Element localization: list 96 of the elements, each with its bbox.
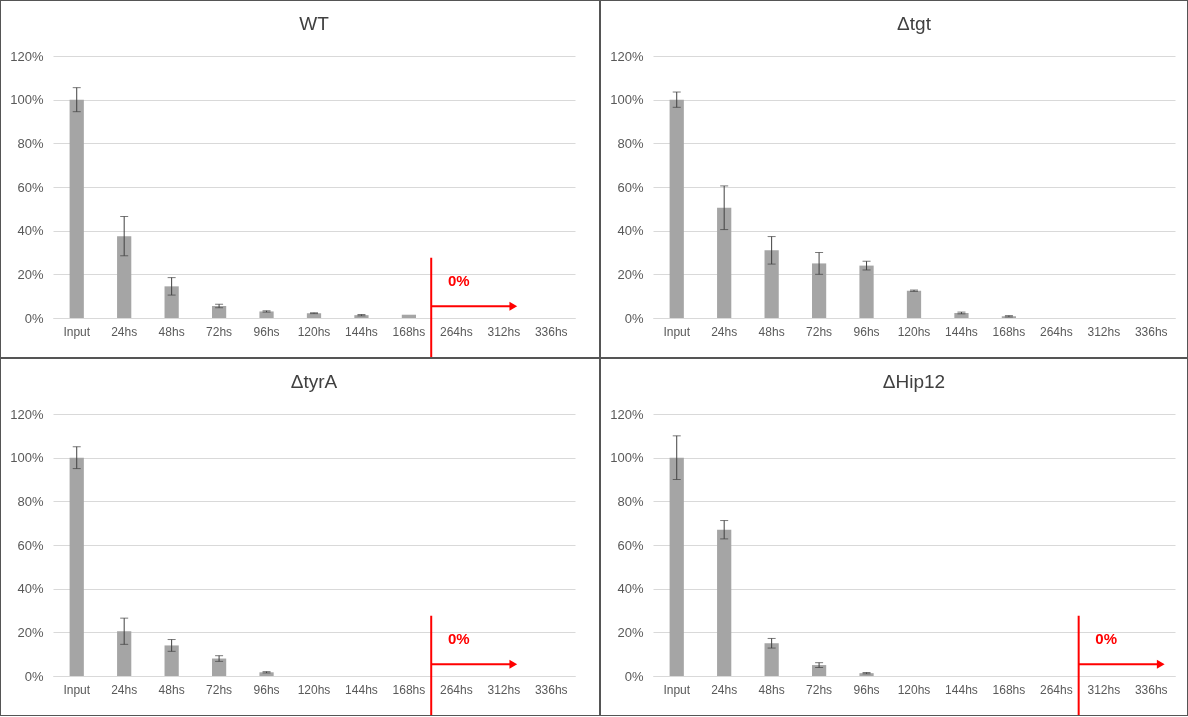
x-tick-label: 336hs [1134,682,1168,697]
y-tick-label: 60% [617,537,644,553]
bar [859,265,874,318]
x-tick-label: 336hs [1134,324,1168,339]
y-tick-label: 120% [610,48,644,64]
y-tick-label: 60% [17,537,44,553]
x-tick-label: 144hs [945,324,978,339]
x-tick-label: 96hs [253,324,280,339]
bar [164,286,179,318]
y-tick-label: 120% [10,48,44,64]
y-tick-label: 0% [624,668,644,684]
bar [669,99,684,318]
y-tick-label: 0% [24,310,44,326]
x-tick-label: 72hs [206,682,233,697]
x-tick-label: 168hs [392,682,426,697]
ref-line-label: 0% [447,630,470,648]
y-tick-label: 120% [10,406,44,422]
y-tick-label: 80% [617,493,644,509]
x-tick-label: 312hs [487,324,521,339]
y-tick-label: 0% [24,668,44,684]
bar [259,311,274,318]
x-tick-label: 120hs [897,324,931,339]
y-tick-label: 20% [17,266,44,282]
ref-line-label: 0% [447,272,470,290]
chart-title: WT [299,13,330,34]
bar [811,263,827,318]
y-tick-label: 40% [617,223,644,239]
y-tick-label: 80% [617,135,644,151]
x-tick-label: Input [663,682,691,697]
chart-title: ΔtyrA [290,371,338,392]
x-tick-label: 264hs [1040,682,1073,697]
x-tick-label: 24hs [711,324,738,339]
y-tick-label: 20% [617,624,644,640]
x-tick-label: 24hs [111,324,138,339]
bar [906,290,922,318]
y-tick-label: 100% [10,450,44,466]
y-tick-label: 120% [610,406,644,422]
x-tick-label: 120hs [297,324,331,339]
x-tick-label: 96hs [253,682,280,697]
x-tick-label: 168hs [992,324,1026,339]
x-tick-label: 264hs [1040,324,1073,339]
y-tick-label: 0% [624,310,644,326]
x-tick-label: Input [663,324,691,339]
y-tick-label: 40% [17,223,44,239]
x-tick-label: 48hs [158,682,185,697]
x-tick-label: 24hs [711,682,738,697]
y-tick-label: 80% [17,135,44,151]
bar [764,250,779,318]
x-tick-label: 336hs [534,682,568,697]
x-tick-label: 264hs [440,682,473,697]
y-tick-label: 40% [617,581,644,597]
bar [117,631,132,676]
x-tick-label: 144hs [345,324,378,339]
x-tick-label: 168hs [392,324,426,339]
x-tick-label: 144hs [345,682,378,697]
bar [669,457,684,676]
bar [211,305,227,318]
y-tick-label: 20% [17,624,44,640]
y-tick-label: 100% [10,92,44,108]
y-tick-label: 100% [610,450,644,466]
ref-line-label: 0% [1095,630,1118,648]
x-tick-label: 312hs [1087,324,1121,339]
y-tick-label: 60% [17,179,44,195]
x-tick-label: 72hs [806,682,833,697]
y-tick-label: 60% [617,179,644,195]
bar [717,207,732,318]
x-tick-label: 24hs [111,682,138,697]
x-tick-label: 96hs [853,682,880,697]
chart-title: Δtgt [897,13,932,34]
y-tick-label: 20% [617,266,644,282]
bar [717,529,732,676]
bar [69,99,84,318]
bar [764,643,779,676]
x-tick-label: Input [63,682,91,697]
x-tick-label: 48hs [758,324,785,339]
bar [69,457,84,676]
bar [164,645,179,676]
x-tick-label: 312hs [487,682,521,697]
bar [117,236,132,318]
chart-title: ΔHip12 [882,371,946,392]
x-tick-label: 48hs [758,682,785,697]
y-tick-label: 80% [17,493,44,509]
x-tick-label: 72hs [806,324,833,339]
x-tick-label: 120hs [897,682,931,697]
y-tick-label: 40% [17,581,44,597]
x-tick-label: 336hs [534,324,568,339]
x-tick-label: 48hs [158,324,185,339]
x-tick-label: 96hs [853,324,880,339]
x-tick-label: 144hs [945,682,978,697]
x-tick-label: 312hs [1087,682,1121,697]
x-tick-label: Input [63,324,91,339]
x-tick-label: 168hs [992,682,1026,697]
x-tick-label: 72hs [206,324,233,339]
x-tick-label: 120hs [297,682,331,697]
y-tick-label: 100% [610,92,644,108]
x-tick-label: 264hs [440,324,473,339]
